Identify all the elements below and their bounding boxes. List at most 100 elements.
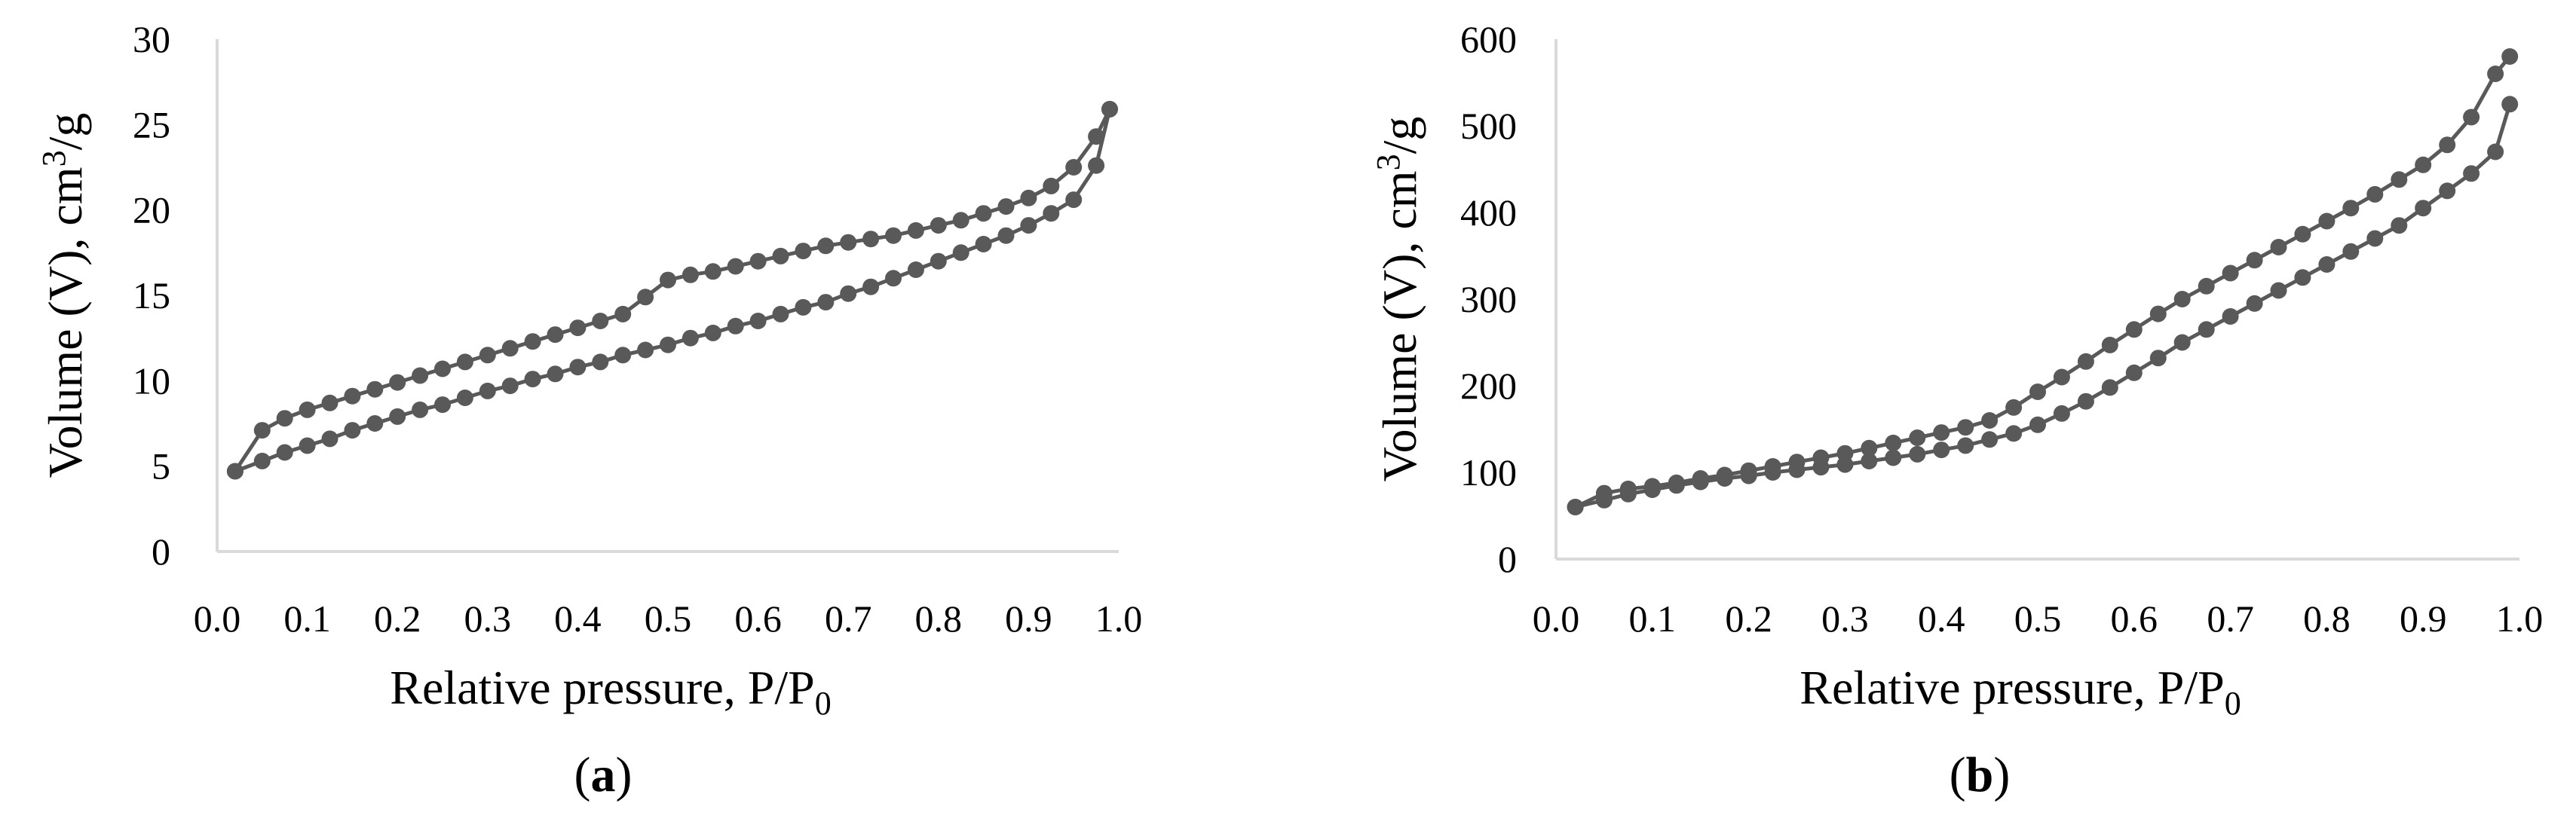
data-point-adsorption — [2029, 416, 2046, 433]
data-point-desorption — [1567, 499, 1584, 515]
data-point-adsorption — [637, 341, 654, 359]
data-point-desorption — [2005, 399, 2023, 416]
data-point-adsorption — [501, 377, 519, 395]
data-point-desorption — [1043, 177, 1060, 194]
data-point-desorption — [226, 463, 244, 480]
panel-label-open-paren: ( — [574, 747, 591, 802]
x-axis-title-subscript: 0 — [815, 685, 832, 722]
data-point-desorption — [2173, 291, 2191, 307]
panel-label: (a) — [574, 747, 633, 802]
data-point-adsorption — [1885, 449, 1902, 466]
data-point-desorption — [456, 353, 473, 371]
data-point-adsorption — [2463, 165, 2480, 182]
data-point-desorption — [930, 217, 947, 234]
data-point-desorption — [682, 266, 699, 283]
data-point-desorption — [704, 263, 721, 280]
data-point-adsorption — [1933, 442, 1950, 459]
panel-label-close-paren: ) — [616, 747, 633, 802]
data-point-desorption — [412, 367, 429, 384]
data-point-desorption — [840, 234, 857, 251]
x-tick-label: 1.0 — [1095, 597, 1143, 640]
x-tick-label: 0.3 — [464, 597, 512, 640]
data-point-desorption — [614, 305, 632, 322]
x-tick-label: 0.8 — [915, 597, 963, 640]
x-tick-label: 0.5 — [2014, 597, 2062, 640]
data-point-desorption — [2342, 200, 2360, 217]
data-point-adsorption — [592, 353, 609, 371]
x-axis-title-subscript: 0 — [2225, 685, 2241, 722]
data-point-desorption — [772, 247, 789, 264]
data-point-desorption — [1788, 454, 1806, 471]
data-point-desorption — [2125, 321, 2143, 338]
data-point-adsorption — [614, 347, 632, 364]
data-point-adsorption — [2342, 243, 2360, 260]
data-point-desorption — [389, 374, 406, 391]
data-point-adsorption — [907, 261, 924, 278]
data-point-desorption — [1740, 462, 1757, 479]
x-axis-title: Relative pressure, P/P0 — [390, 661, 831, 722]
data-point-desorption — [569, 319, 587, 337]
y-axis-title-text: Volume (V), cm — [38, 167, 92, 478]
data-point-desorption — [1764, 458, 1781, 475]
x-tick-label: 0.6 — [2111, 597, 2158, 640]
data-point-desorption — [2101, 336, 2118, 353]
y-tick-label: 500 — [1460, 105, 1517, 147]
y-axis-title: Volume (V), cm3/g — [1370, 117, 1426, 482]
data-point-desorption — [2439, 136, 2456, 154]
data-point-desorption — [434, 360, 451, 377]
data-point-desorption — [479, 347, 496, 364]
data-point-adsorption — [479, 382, 496, 399]
data-point-desorption — [862, 231, 880, 248]
data-point-desorption — [2501, 48, 2519, 65]
data-point-adsorption — [885, 270, 902, 287]
data-point-adsorption — [2391, 217, 2408, 234]
y-axis-title-superscript: 3 — [35, 150, 72, 167]
data-point-desorption — [1619, 480, 1637, 497]
data-point-adsorption — [2198, 321, 2215, 338]
data-point-adsorption — [434, 396, 451, 414]
x-tick-label: 0.5 — [645, 597, 692, 640]
data-point-desorption — [524, 333, 541, 350]
data-point-adsorption — [389, 408, 406, 425]
data-point-adsorption — [366, 415, 384, 432]
data-point-desorption — [885, 227, 902, 244]
data-point-adsorption — [1909, 445, 1926, 463]
data-point-desorption — [637, 289, 654, 306]
y-tick-label: 25 — [133, 103, 170, 145]
data-point-desorption — [907, 222, 924, 239]
x-tick-label: 0.3 — [1821, 597, 1869, 640]
series-line-desorption — [1574, 55, 2512, 509]
data-point-adsorption — [2270, 282, 2287, 299]
data-point-adsorption — [2005, 425, 2023, 442]
data-point-adsorption — [1981, 431, 1999, 448]
y-tick-label: 100 — [1460, 451, 1517, 494]
data-point-desorption — [817, 237, 835, 255]
data-point-desorption — [952, 212, 969, 229]
data-point-adsorption — [253, 452, 271, 469]
data-point-desorption — [253, 422, 271, 439]
panel-label-open-paren: ( — [1950, 747, 1966, 802]
data-point-adsorption — [2415, 200, 2432, 217]
y-tick-label: 0 — [1498, 538, 1517, 580]
x-tick-label: 0.9 — [2400, 597, 2447, 640]
data-point-desorption — [2463, 108, 2480, 126]
x-tick-label: 0.4 — [554, 597, 602, 640]
data-point-desorption — [2222, 264, 2239, 282]
data-point-adsorption — [727, 317, 744, 335]
x-tick-label: 0.0 — [1533, 597, 1580, 640]
data-point-desorption — [727, 258, 744, 275]
data-point-adsorption — [772, 305, 789, 322]
data-point-adsorption — [1957, 437, 1974, 454]
data-point-adsorption — [817, 294, 835, 311]
data-point-adsorption — [456, 390, 473, 406]
data-point-adsorption — [2101, 379, 2118, 396]
y-tick-label: 10 — [133, 359, 170, 402]
data-point-desorption — [975, 205, 992, 222]
data-point-adsorption — [276, 444, 293, 461]
data-point-desorption — [2077, 353, 2094, 370]
data-point-adsorption — [2053, 405, 2070, 422]
data-point-desorption — [1981, 412, 1999, 429]
y-tick-label: 15 — [133, 274, 170, 316]
data-point-adsorption — [682, 329, 699, 347]
